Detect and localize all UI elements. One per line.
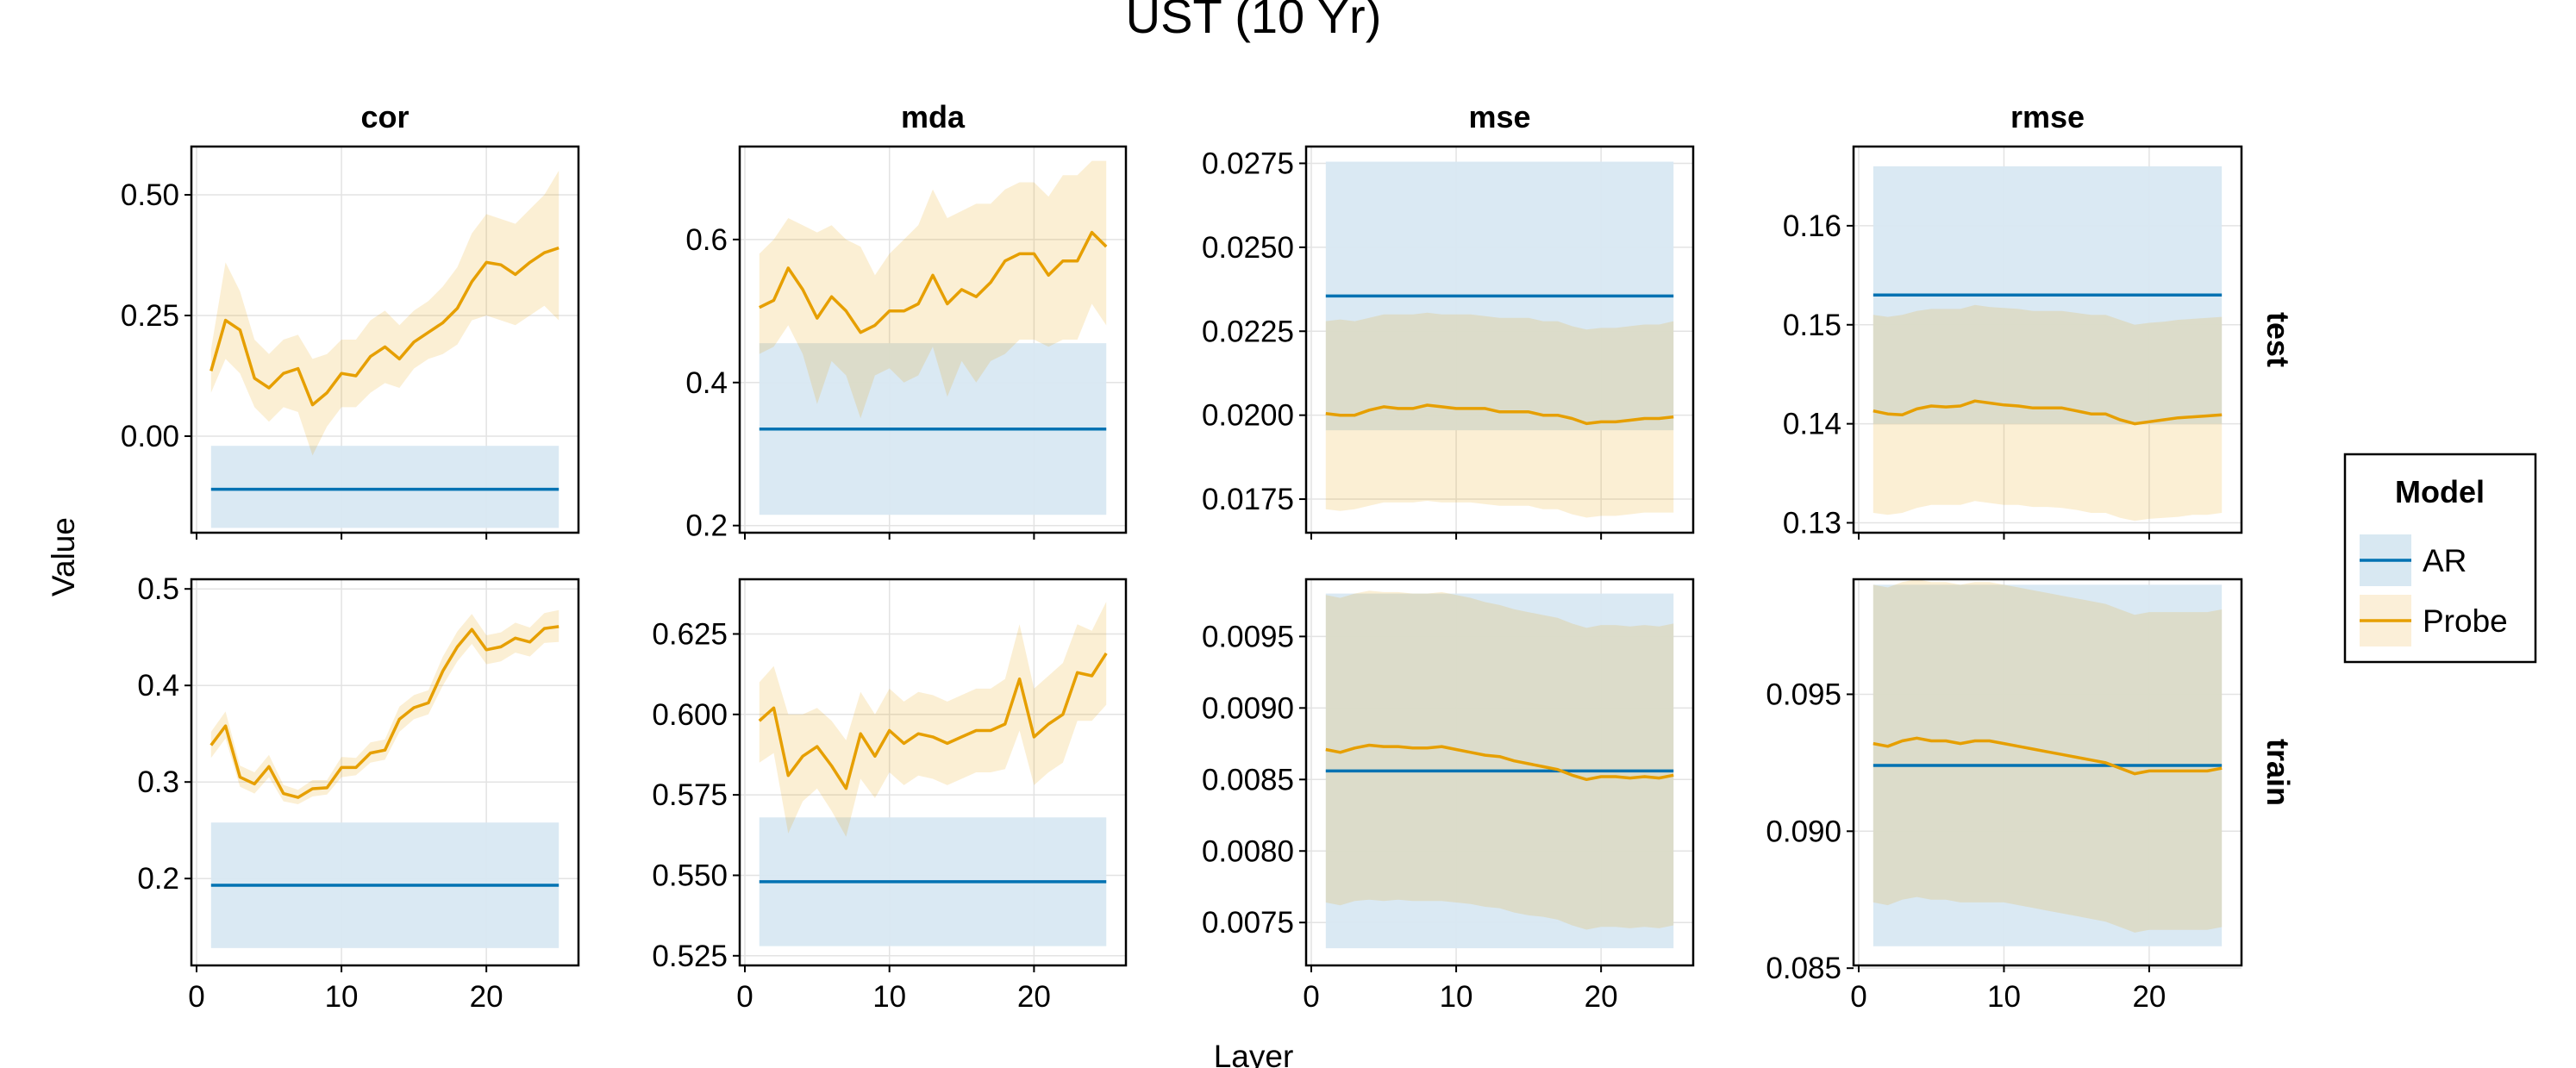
panel-frame [738,145,1128,534]
panel-rmse-train: 0.085 0.090 0.095 0 10 20 train [1766,578,2296,1014]
y-tick-label: 0.50 [121,178,179,212]
y-tick-label: 0.0085 [1202,763,1294,796]
y-tick-label: 0.0250 [1202,231,1294,265]
y-tick-label: 0.095 [1766,678,1841,711]
panel-rmse-test: 0.13 0.14 0.15 0.16 rmse test [1783,99,2296,540]
y-tick-label: 0.3 [137,765,179,799]
y-tick-label: 0.090 [1766,815,1841,848]
probe-mean-line [758,652,1108,790]
x-tick-label: 0 [736,980,753,1014]
probe-confidence-band [1325,590,1674,930]
y-tick-label: 0.16 [1783,209,1841,243]
column-title-mse: mse [1468,99,1530,134]
row-label-test: test [2260,312,2296,367]
probe-mean-line [1873,399,2223,426]
probe-confidence-band [759,602,1107,837]
y-tick-label: 0.625 [652,617,728,651]
y-tick-label: 0.0225 [1202,315,1294,348]
y-tick-label: 0.00 [121,420,179,453]
probe-confidence-band [210,609,560,804]
y-tick-label: 0.0075 [1202,906,1294,940]
probe-confidence-band [759,160,1107,419]
x-tick-label: 20 [2132,980,2166,1014]
legend-label-ar: AR [2423,543,2467,578]
x-axis-label: Layer [1214,1039,1294,1068]
probe-mean-line [209,246,560,407]
x-tick-label: 20 [1585,980,1618,1014]
y-tick-label: 0.600 [652,698,728,732]
legend: Model AR Probe [2343,453,2537,664]
panel-frame [190,145,580,534]
panel-frame [1304,145,1695,534]
column-title-mda: mda [901,99,966,134]
x-tick-label: 0 [1303,980,1319,1014]
y-tick-label: 0.525 [652,940,728,973]
y-tick-label: 0.2 [137,862,179,896]
y-tick-label: 0.2 [685,509,728,543]
y-tick-label: 0.0275 [1202,147,1294,180]
y-tick-label: 0.5 [137,572,179,606]
column-title-rmse: rmse [2010,99,2085,134]
panel-mda-train: 0.525 0.550 0.575 0.600 0.625 0 10 20 [652,578,1128,1014]
panel-mda-test: 0.2 0.4 0.6 mda [685,99,1128,543]
x-tick-label: 20 [1017,980,1051,1014]
panel-mse-train: 0.0075 0.0080 0.0085 0.0090 0.0095 0 10 20 [1202,578,1695,1014]
chart-panels: 0.000.250.50cor0.20.40.6mda0.01750.02000… [121,99,2296,1014]
figure-title: UST (10 Yr) [1126,0,1382,43]
probe-mean-line [759,230,1108,334]
y-tick-label: 0.13 [1783,507,1841,540]
probe-mean-line [1325,743,1674,782]
x-tick-label: 10 [872,980,906,1014]
x-tick-label: 0 [1850,980,1866,1014]
probe-mean-line [209,625,560,799]
panel-frame [1304,578,1695,967]
panel-frame [1852,578,2243,967]
panel-frame [1852,145,2243,534]
probe-mean-line [1873,736,2223,776]
y-tick-label: 0.15 [1783,309,1841,342]
y-tick-label: 0.14 [1783,408,1841,441]
column-title-cor: cor [360,99,409,134]
y-tick-label: 0.4 [137,669,179,703]
x-tick-label: 10 [325,980,359,1014]
ar-confidence-band [210,446,560,528]
y-tick-label: 0.085 [1766,952,1841,985]
x-tick-label: 20 [470,980,503,1014]
panel-frame [190,578,580,967]
probe-mean-line [1325,403,1674,426]
x-tick-label: 0 [188,980,204,1014]
probe-confidence-band [1325,312,1674,518]
y-tick-label: 0.550 [652,859,728,892]
probe-confidence-band [210,171,560,456]
probe-confidence-band [1873,304,2223,522]
y-tick-label: 0.0175 [1202,483,1294,516]
y-tick-label: 0.0090 [1202,691,1294,725]
y-axis-label: Value [46,517,81,596]
legend-label-probe: Probe [2423,603,2508,639]
x-tick-label: 10 [1987,980,2021,1014]
y-tick-label: 0.575 [652,778,728,812]
y-tick-label: 0.0200 [1202,399,1294,433]
legend-title: Model [2395,474,2485,509]
panel-cor-train: 0.2 0.3 0.4 0.5 0 10 20 [137,572,580,1014]
y-tick-label: 0.0080 [1202,834,1294,868]
probe-confidence-band [1873,579,2223,933]
y-tick-label: 0.4 [685,366,728,400]
row-label-train: train [2260,739,2296,806]
x-tick-label: 10 [1440,980,1473,1014]
y-tick-label: 0.6 [685,223,728,257]
panel-frame [738,578,1128,967]
panel-mse-test: 0.0175 0.0200 0.0225 0.0250 0.0275 mse [1202,99,1695,540]
y-tick-label: 0.25 [121,299,179,333]
y-tick-label: 0.0095 [1202,620,1294,653]
panel-cor-test: 0.00 0.25 0.50 cor [121,99,580,540]
